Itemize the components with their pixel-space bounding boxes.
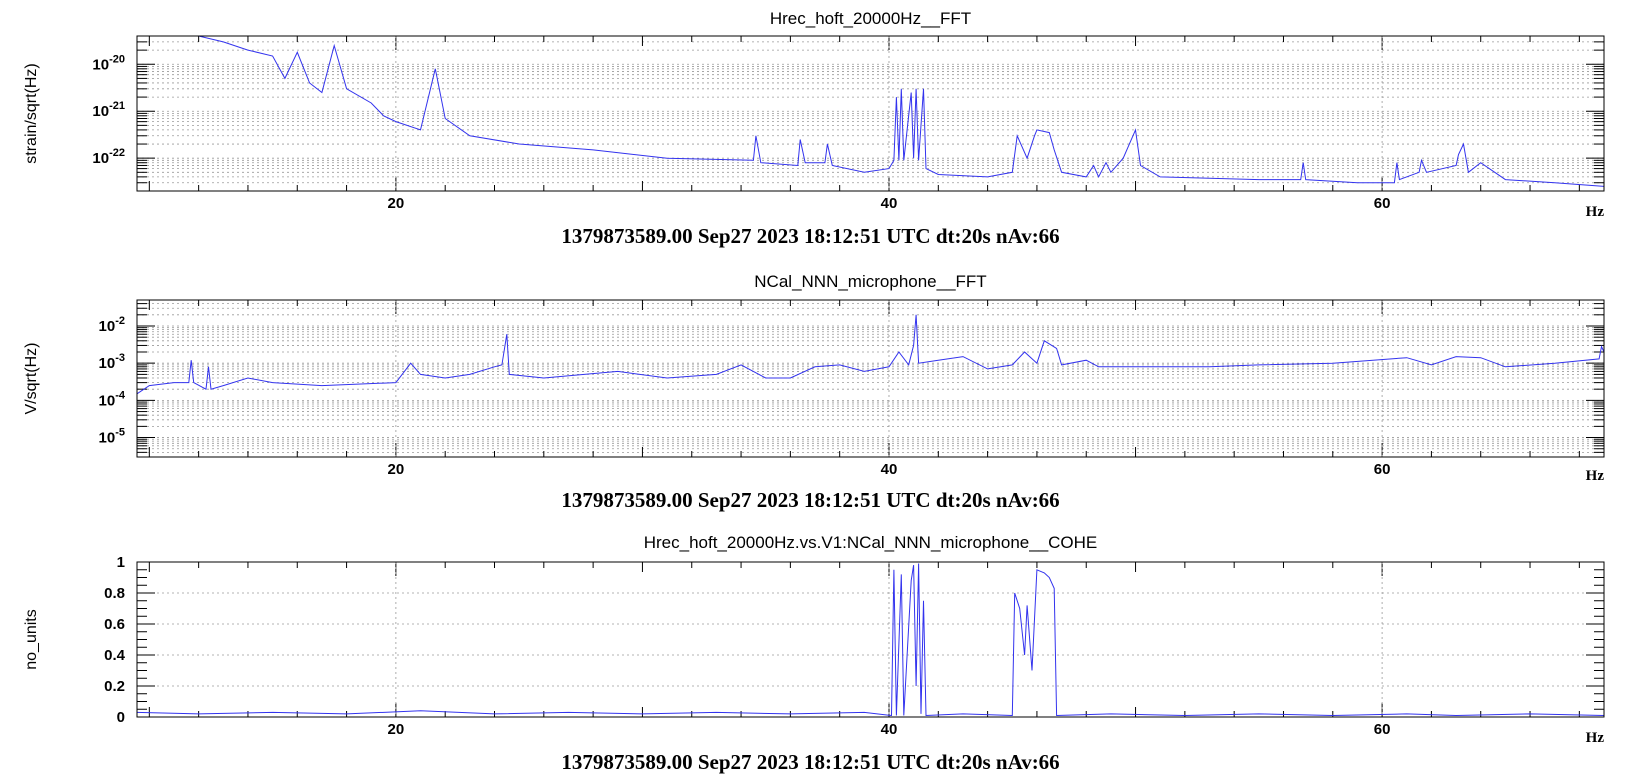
x-tick-label: 60 — [1374, 195, 1391, 212]
panel-3: Hrec_hoft_20000Hz.vs.V1:NCal_NNN_microph… — [23, 533, 1605, 774]
series-line — [136, 314, 1605, 395]
y-tick-label: 0 — [117, 709, 125, 726]
x-tick-label: 20 — [388, 461, 405, 478]
x-axis-unit: Hz — [1586, 730, 1605, 746]
x-axis-unit: Hz — [1586, 204, 1605, 220]
y-axis-label: V/sqrt(Hz) — [23, 343, 40, 415]
plot-frame — [136, 561, 1605, 718]
y-tick-label: 10-20 — [92, 53, 125, 73]
x-tick-label: 40 — [881, 721, 898, 738]
y-tick-label: 10-22 — [92, 147, 125, 167]
y-tick-label: 1 — [117, 554, 125, 571]
y-axis-label: strain/sqrt(Hz) — [23, 63, 40, 163]
series-line — [137, 35, 1605, 187]
timestamp-footer: 1379873589.00 Sep27 2023 18:12:51 UTC dt… — [561, 224, 1059, 248]
x-tick-label: 40 — [881, 195, 898, 212]
timestamp-footer: 1379873589.00 Sep27 2023 18:12:51 UTC dt… — [561, 488, 1059, 512]
y-tick-label: 0.8 — [104, 585, 125, 602]
panel-2: NCal_NNN_microphone__FFT V/sqrt(Hz) 10-2 10… — [23, 272, 1605, 512]
y-tick-label: 10-2 — [99, 315, 125, 335]
series-line — [136, 563, 1605, 717]
y-tick-label: 10-5 — [99, 427, 125, 447]
y-tick-label: 10-3 — [99, 352, 125, 372]
y-tick-label: 10-21 — [92, 100, 125, 120]
y-tick-label: 10-4 — [99, 389, 126, 409]
y-tick-label: 0.2 — [104, 678, 125, 695]
y-axis-label: no_units — [23, 609, 40, 670]
x-tick-label: 20 — [388, 721, 405, 738]
x-tick-label: 40 — [881, 461, 898, 478]
plot-frame — [136, 299, 1605, 458]
chart-title: NCal_NNN_microphone__FFT — [754, 272, 986, 291]
timestamp-footer: 1379873589.00 Sep27 2023 18:12:51 UTC dt… — [561, 750, 1059, 774]
x-tick-label: 20 — [388, 195, 405, 212]
x-axis-unit: Hz — [1586, 468, 1605, 484]
y-tick-label: 0.4 — [104, 647, 126, 664]
plot-frame — [136, 35, 1605, 192]
y-tick-label: 0.6 — [104, 616, 125, 633]
chart-title: Hrec_hoft_20000Hz__FFT — [770, 9, 971, 28]
x-tick-label: 60 — [1374, 721, 1391, 738]
panel-1: Hrec_hoft_20000Hz__FFT strain/sqrt(Hz) 10-… — [23, 9, 1605, 248]
chart-title: Hrec_hoft_20000Hz.vs.V1:NCal_NNN_microph… — [644, 533, 1098, 552]
x-tick-label: 60 — [1374, 461, 1391, 478]
